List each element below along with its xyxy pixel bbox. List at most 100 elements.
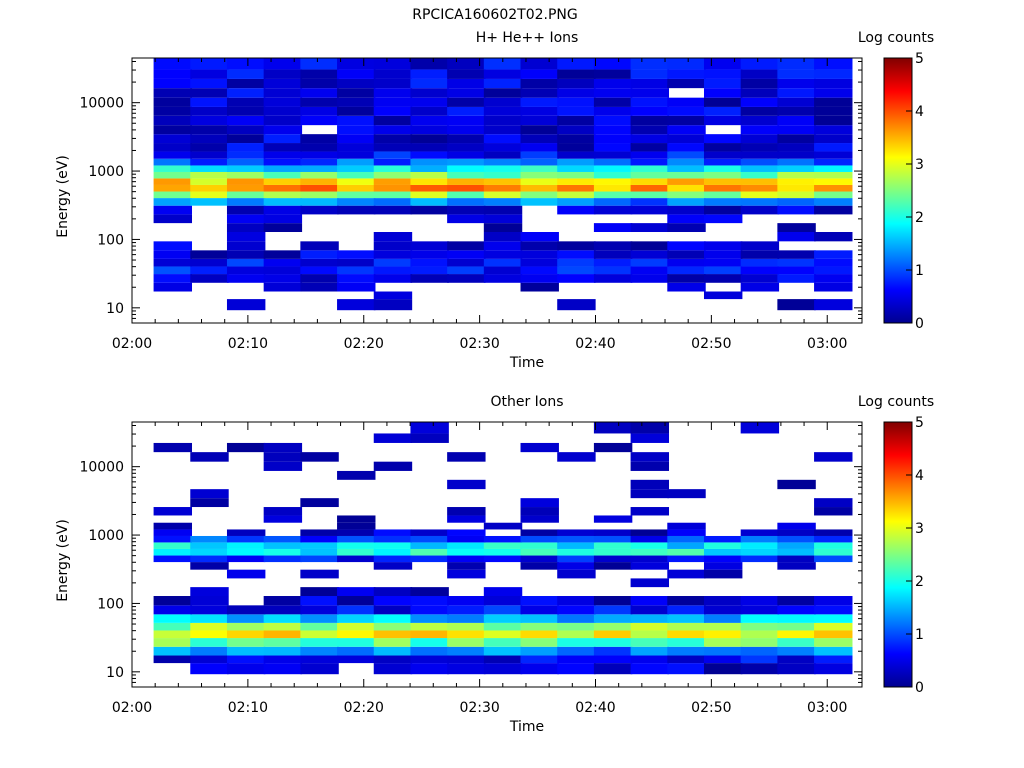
heatmap-cell	[410, 422, 449, 434]
heatmap-cell	[667, 655, 706, 664]
heatmap-cell	[483, 58, 523, 70]
heatmap-cell	[373, 88, 413, 98]
heatmap-cell	[703, 106, 743, 116]
heatmap-cell	[337, 171, 376, 179]
heatmap-cell	[190, 655, 229, 664]
heatmap-cell	[814, 596, 853, 606]
heatmap-cell	[777, 184, 816, 192]
heatmap-cell	[703, 655, 743, 664]
heatmap-cell	[593, 88, 633, 98]
heatmap-cell	[483, 69, 523, 79]
heatmap-cell	[667, 178, 706, 185]
heatmap-cell	[630, 422, 670, 434]
heatmap-cell	[190, 452, 229, 462]
heatmap-cell	[593, 241, 633, 251]
colorbar-tick-label: 4	[915, 104, 924, 120]
heatmap-cell	[557, 184, 596, 192]
heatmap-cell	[263, 258, 303, 267]
plot-frame	[131, 57, 863, 324]
heatmap-cell	[153, 655, 193, 664]
heatmap-cell	[337, 299, 376, 311]
heatmap-cell	[667, 198, 706, 206]
heatmap-cell	[483, 125, 523, 135]
heatmap-cell	[337, 143, 376, 152]
heatmap-cell	[190, 106, 229, 116]
heatmap-cell	[520, 542, 559, 549]
heatmap-cell	[740, 555, 780, 563]
heatmap-cell	[667, 622, 706, 631]
heatmap-cell	[263, 596, 303, 606]
heatmap-cell	[263, 515, 303, 523]
heatmap-cell	[410, 184, 449, 192]
heatmap-cell	[483, 605, 523, 615]
heatmap-cell	[410, 638, 449, 647]
heatmap-cell	[777, 622, 816, 631]
heatmap-cell	[226, 232, 266, 242]
heatmap-cell	[337, 158, 376, 166]
colorbar-tick-label: 1	[915, 627, 924, 643]
heatmap-cell	[814, 198, 853, 206]
heatmap-cell	[777, 258, 816, 267]
heatmap-cell	[593, 223, 633, 233]
heatmap-cell	[410, 165, 449, 172]
heatmap-cell	[703, 171, 743, 179]
heatmap-cell	[630, 106, 670, 116]
heatmap-cell	[593, 134, 633, 144]
heatmap-cell	[520, 282, 559, 292]
heatmap-cell	[263, 78, 303, 89]
heatmap-cell	[337, 191, 376, 199]
heatmap-cell	[190, 191, 229, 199]
heatmap-cell	[373, 205, 413, 215]
heatmap-cell	[483, 115, 523, 126]
heatmap-cell	[300, 165, 339, 172]
heatmap-cell	[520, 638, 559, 647]
heatmap-cell	[410, 630, 449, 639]
heatmap-cell	[483, 158, 523, 166]
heatmap-cell	[667, 106, 706, 116]
heatmap-cell	[483, 250, 523, 259]
heatmap-cell	[630, 479, 670, 490]
heatmap-cell	[190, 78, 229, 89]
heatmap-cell	[337, 630, 376, 639]
heatmap-cell	[300, 274, 339, 283]
heatmap-cell	[447, 158, 486, 166]
heatmap-cell	[373, 143, 413, 152]
heatmap-cell	[593, 78, 633, 89]
heatmap-cell	[814, 529, 853, 536]
heatmap-cell	[153, 542, 193, 549]
heatmap-cell	[300, 241, 339, 251]
heatmap-cell	[667, 542, 706, 549]
heatmap-cell	[630, 69, 670, 79]
heatmap-cell	[373, 241, 413, 251]
heatmap-cell	[410, 134, 449, 144]
heatmap-cell	[153, 184, 193, 192]
heatmap-cell	[520, 266, 559, 275]
heatmap-cell	[263, 507, 303, 516]
heatmap-cell	[740, 535, 780, 543]
heatmap-cell	[593, 205, 633, 215]
heatmap-cell	[226, 88, 266, 98]
heatmap-cell	[703, 542, 743, 549]
heatmap-cell	[226, 646, 266, 656]
heatmap-cell	[667, 548, 706, 556]
heatmap-cell	[667, 158, 706, 166]
heatmap-cell	[153, 134, 193, 144]
heatmap-cell	[263, 535, 303, 543]
heatmap-cell	[520, 115, 559, 126]
heatmap-cell	[667, 205, 706, 215]
heatmap-cell	[410, 646, 449, 656]
heatmap-cell	[483, 78, 523, 89]
heatmap-cell	[153, 69, 193, 79]
heatmap-cell	[447, 191, 486, 199]
heatmap-cell	[703, 151, 743, 159]
heatmap-cell	[520, 88, 559, 98]
heatmap-cell	[740, 655, 780, 664]
heatmap-cell	[190, 58, 229, 70]
heatmap-cell	[447, 88, 486, 98]
heatmap-cell	[777, 274, 816, 283]
heatmap-cell	[447, 266, 486, 275]
heatmap-cell	[373, 78, 413, 89]
heatmap-cell	[740, 69, 780, 79]
y-axis-label: Energy (eV)	[55, 155, 71, 238]
heatmap-cell	[190, 158, 229, 166]
